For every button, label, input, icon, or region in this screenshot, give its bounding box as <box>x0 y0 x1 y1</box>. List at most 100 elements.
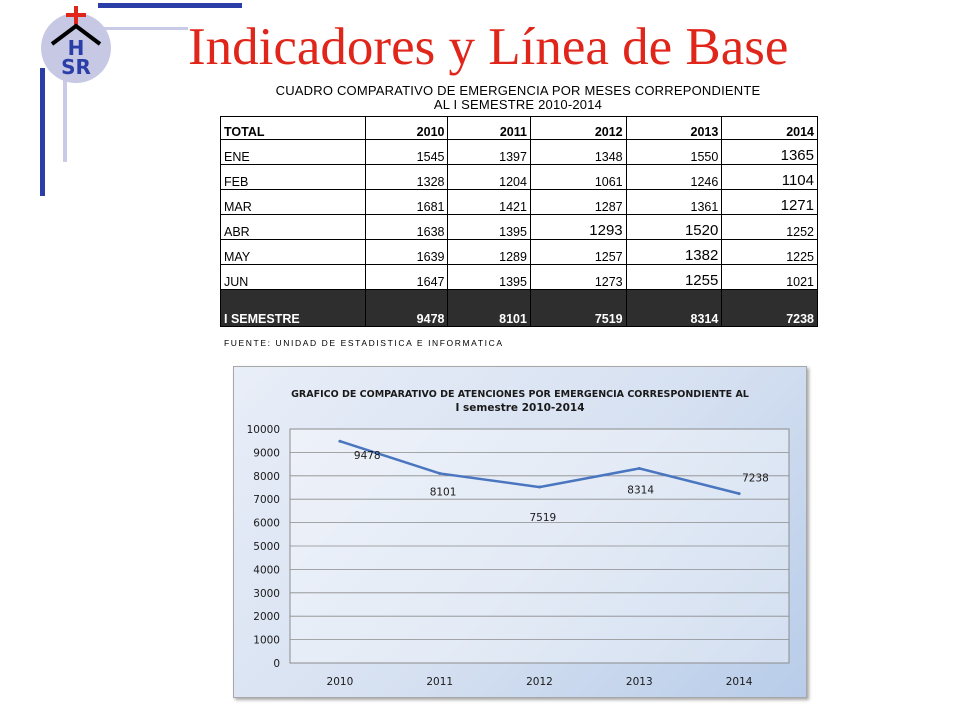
table-total-cell: 7238 <box>721 289 818 327</box>
table-cell: 1520 <box>625 214 723 240</box>
table-total-cell: 8101 <box>447 289 531 327</box>
chart-data-point <box>338 439 342 443</box>
page-title: Indicadores y Línea de Base <box>188 18 789 76</box>
table-row: FEB 1328 1204 1061 1246 1104 <box>220 164 818 190</box>
table-cell: 1246 <box>625 164 723 190</box>
table-cell: 1361 <box>625 189 723 215</box>
table-cell: 1395 <box>447 264 531 290</box>
chart-x-tick-label: 2010 <box>327 676 354 688</box>
table-header-cell: 2010 <box>364 116 449 140</box>
table-cell: ABR <box>220 214 366 240</box>
logo-text-h: H <box>68 36 85 60</box>
chart-y-tick-label: 9000 <box>253 447 280 459</box>
table-total-row: I SEMESTRE 9478 8101 7519 8314 7238 <box>220 289 818 327</box>
chart-y-tick-label: 10000 <box>247 424 280 436</box>
table-cell: 1395 <box>447 214 531 240</box>
table-cell: 1289 <box>447 239 531 265</box>
chart-y-tick-label: 0 <box>273 658 280 670</box>
table-row: JUN 1647 1395 1273 1255 1021 <box>220 264 818 290</box>
table-cell: 1647 <box>364 264 449 290</box>
table-cell: 1104 <box>721 164 818 190</box>
table-caption: CUADRO COMPARATIVO DE EMERGENCIA POR MES… <box>218 84 818 112</box>
chart-data-label: 8314 <box>627 484 654 496</box>
logo-text-sr: SR <box>61 55 91 79</box>
table-cell: 1257 <box>529 239 627 265</box>
chart-title-line1: GRAFICO DE COMPARATIVO DE ATENCIONES POR… <box>291 389 749 400</box>
table-header-row: TOTAL 2010 2011 2012 2013 2014 <box>220 116 818 140</box>
table-total-cell: 8314 <box>625 289 723 327</box>
table-cell: 1382 <box>625 239 723 265</box>
chart-plot-area: 0 1000 2000 3000 4000 5000 6000 7000 8000 9000 100… <box>247 424 790 688</box>
table-total-cell: 9478 <box>364 289 449 327</box>
table-cell: 1550 <box>625 139 723 165</box>
chart-y-tick-label: 6000 <box>253 518 280 530</box>
table-cell: 1273 <box>529 264 627 290</box>
chart-y-tick-label: 1000 <box>253 635 280 647</box>
table-cell: 1638 <box>364 214 449 240</box>
table-header-cell: TOTAL <box>220 116 366 140</box>
table-cell: 1252 <box>721 214 818 240</box>
table-cell: 1545 <box>364 139 449 165</box>
chart-x-tick-label: 2012 <box>526 676 553 688</box>
table-cell: 1271 <box>721 189 818 215</box>
table-cell: ENE <box>220 139 366 165</box>
table-cell: JUN <box>220 264 366 290</box>
chart-y-tick-label: 2000 <box>253 611 280 623</box>
table-total-cell: I SEMESTRE <box>220 289 366 327</box>
chart-data-point <box>637 466 641 470</box>
table-source-note: FUENTE: UNIDAD DE ESTADISTICA E INFORMAT… <box>224 338 504 348</box>
table-cell: 1287 <box>529 189 627 215</box>
table-cell: MAR <box>220 189 366 215</box>
chart-y-tick-label: 4000 <box>253 564 280 576</box>
chart-data-point <box>737 492 741 496</box>
table-cell: 1639 <box>364 239 449 265</box>
chart-data-label: 8101 <box>430 486 457 498</box>
table-cell: 1204 <box>447 164 531 190</box>
chart-x-tick-label: 2013 <box>626 676 653 688</box>
table-row: ABR 1638 1395 1293 1520 1252 <box>220 214 818 240</box>
chart-x-tick-label: 2014 <box>726 676 753 688</box>
chart-y-tick-label: 8000 <box>253 471 280 483</box>
table-header-cell: 2012 <box>529 116 627 140</box>
table-cell: 1061 <box>529 164 627 190</box>
chart-data-label: 7519 <box>530 512 557 524</box>
table-cell: 1328 <box>364 164 449 190</box>
table-cell: 1225 <box>721 239 818 265</box>
table-caption-line2: AL I SEMESTRE 2010-2014 <box>433 97 603 112</box>
chart-title-line2: I semestre 2010-2014 <box>455 402 584 414</box>
table-header-cell: 2014 <box>721 116 818 140</box>
line-chart: GRAFICO DE COMPARATIVO DE ATENCIONES POR… <box>247 389 790 688</box>
chart-y-tick-label: 7000 <box>253 494 280 506</box>
frame-line-horizontal-light <box>98 27 188 30</box>
table-cell: FEB <box>220 164 366 190</box>
line-chart-panel: GRAFICO DE COMPARATIVO DE ATENCIONES POR… <box>233 366 807 698</box>
chart-data-label: 9478 <box>354 450 381 462</box>
table-caption-line1: CUADRO COMPARATIVO DE EMERGENCIA POR MES… <box>275 83 761 98</box>
table-total-cell: 7519 <box>529 289 627 327</box>
table-header-cell: 2011 <box>447 116 531 140</box>
chart-y-tick-label: 5000 <box>253 541 280 553</box>
emergency-table: TOTAL 2010 2011 2012 2013 2014 ENE 1545 … <box>220 116 818 327</box>
table-row: ENE 1545 1397 1348 1550 1365 <box>220 139 818 165</box>
table-cell: MAY <box>220 239 366 265</box>
table-cell: 1255 <box>625 264 723 290</box>
table-header-cell: 2013 <box>625 116 723 140</box>
table-cell: 1021 <box>721 264 818 290</box>
hospital-logo: H SR <box>41 6 111 83</box>
table-cell: 1293 <box>529 214 627 240</box>
chart-data-point <box>438 471 442 475</box>
chart-x-tick-label: 2011 <box>426 676 453 688</box>
table-cell: 1421 <box>447 189 531 215</box>
frame-line-vertical-light <box>63 62 67 162</box>
frame-line-vertical-dark <box>40 68 45 196</box>
chart-data-label: 7238 <box>742 473 769 485</box>
table-cell: 1681 <box>364 189 449 215</box>
table-cell: 1365 <box>721 139 818 165</box>
frame-line-horizontal-dark <box>98 3 242 8</box>
table-cell: 1397 <box>447 139 531 165</box>
chart-data-point <box>538 485 541 489</box>
table-row: MAY 1639 1289 1257 1382 1225 <box>220 239 818 265</box>
table-cell: 1348 <box>529 139 627 165</box>
chart-y-tick-label: 3000 <box>253 588 280 600</box>
table-row: MAR 1681 1421 1287 1361 1271 <box>220 189 818 215</box>
